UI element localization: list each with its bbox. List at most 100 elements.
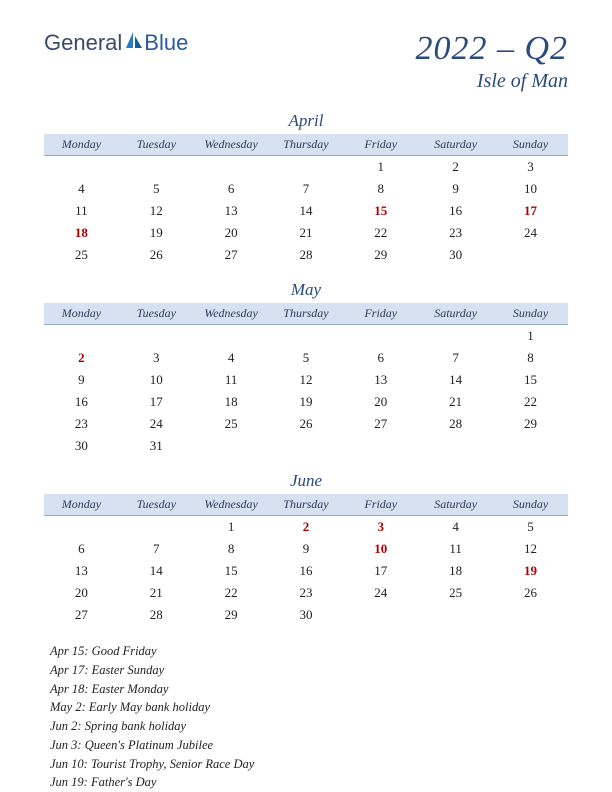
day-header: Saturday: [418, 494, 493, 516]
calendar-cell: 24: [119, 413, 194, 435]
calendar-cell: 29: [493, 413, 568, 435]
calendar-cell: 4: [194, 347, 269, 369]
calendar-cell: 26: [269, 413, 344, 435]
calendar-row: 123: [44, 156, 568, 179]
calendar-cell: 3: [343, 516, 418, 539]
day-header: Monday: [44, 134, 119, 156]
calendar-cell: 29: [194, 604, 269, 626]
calendar-cell: 31: [119, 435, 194, 457]
calendar-cell: 17: [493, 200, 568, 222]
calendar-cell: 2: [269, 516, 344, 539]
calendar-cell: 8: [343, 178, 418, 200]
calendar-cell: 27: [44, 604, 119, 626]
header: General Blue 2022 – Q2 Isle of Man: [44, 30, 568, 93]
calendar-cell: 1: [343, 156, 418, 179]
calendar-cell: 29: [343, 244, 418, 266]
calendar-cell: [493, 435, 568, 457]
calendar-cell: [194, 325, 269, 348]
calendar-cell: 19: [119, 222, 194, 244]
calendar-cell: 28: [418, 413, 493, 435]
month-block: AprilMondayTuesdayWednesdayThursdayFrida…: [44, 111, 568, 266]
logo-sails-icon: [124, 30, 144, 56]
calendar-cell: [44, 516, 119, 539]
calendar-cell: [119, 325, 194, 348]
day-header: Tuesday: [119, 494, 194, 516]
calendar-cell: 16: [269, 560, 344, 582]
calendar-cell: 9: [418, 178, 493, 200]
calendar-cell: 19: [269, 391, 344, 413]
calendar-cell: 5: [119, 178, 194, 200]
calendar-row: 27282930: [44, 604, 568, 626]
day-header: Thursday: [269, 303, 344, 325]
calendar-cell: 8: [194, 538, 269, 560]
calendar-cell: [493, 244, 568, 266]
calendar-cell: 25: [418, 582, 493, 604]
calendar-cell: [269, 156, 344, 179]
day-header: Saturday: [418, 134, 493, 156]
calendar-cell: [44, 325, 119, 348]
calendar-row: 16171819202122: [44, 391, 568, 413]
calendar-row: 20212223242526: [44, 582, 568, 604]
day-header: Sunday: [493, 134, 568, 156]
day-header: Friday: [343, 303, 418, 325]
holiday-entry: Apr 15: Good Friday: [50, 642, 568, 661]
logo-text-1: General: [44, 30, 122, 56]
calendar-cell: 16: [44, 391, 119, 413]
calendar-cell: 28: [269, 244, 344, 266]
calendar-cell: 13: [44, 560, 119, 582]
calendar-cell: 23: [269, 582, 344, 604]
calendar-cell: 3: [119, 347, 194, 369]
calendar-cell: 17: [343, 560, 418, 582]
calendar-cell: 22: [194, 582, 269, 604]
holiday-entry: Apr 17: Easter Sunday: [50, 661, 568, 680]
calendar-cell: 21: [119, 582, 194, 604]
calendar-cell: 1: [194, 516, 269, 539]
calendar-cell: 18: [418, 560, 493, 582]
calendar-cell: 11: [194, 369, 269, 391]
calendar-cell: 2: [418, 156, 493, 179]
calendar-cell: 12: [269, 369, 344, 391]
calendar-cell: 27: [194, 244, 269, 266]
calendar-cell: 15: [194, 560, 269, 582]
calendar-row: 9101112131415: [44, 369, 568, 391]
calendar-cell: 23: [44, 413, 119, 435]
calendar-row: 3031: [44, 435, 568, 457]
calendar-cell: 3: [493, 156, 568, 179]
calendar-cell: 13: [194, 200, 269, 222]
calendar-cell: [119, 516, 194, 539]
calendar-cell: 25: [44, 244, 119, 266]
calendar-cell: 20: [194, 222, 269, 244]
calendar-cell: 2: [44, 347, 119, 369]
calendar-cell: [418, 435, 493, 457]
calendar-cell: 16: [418, 200, 493, 222]
month-name: June: [44, 471, 568, 491]
calendar-cell: 18: [194, 391, 269, 413]
calendar-cell: 13: [343, 369, 418, 391]
calendar-cell: 20: [44, 582, 119, 604]
day-header: Monday: [44, 303, 119, 325]
calendar-row: 2345678: [44, 347, 568, 369]
calendar-cell: 8: [493, 347, 568, 369]
page-subtitle: Isle of Man: [415, 70, 568, 93]
calendar-cell: 1: [493, 325, 568, 348]
calendar-cell: 17: [119, 391, 194, 413]
calendar-cell: [418, 325, 493, 348]
calendar-cell: [343, 325, 418, 348]
calendar-cell: 6: [343, 347, 418, 369]
calendar-cell: 27: [343, 413, 418, 435]
holiday-entry: Jun 10: Tourist Trophy, Senior Race Day: [50, 755, 568, 774]
calendar-cell: 24: [493, 222, 568, 244]
calendar-cell: [194, 156, 269, 179]
calendar-cell: 30: [269, 604, 344, 626]
calendar-cell: 15: [343, 200, 418, 222]
calendar-cell: 6: [44, 538, 119, 560]
calendar-cell: [343, 604, 418, 626]
month-block: MayMondayTuesdayWednesdayThursdayFridayS…: [44, 280, 568, 457]
page-title: 2022 – Q2: [415, 30, 568, 68]
holiday-list: Apr 15: Good FridayApr 17: Easter Sunday…: [44, 642, 568, 792]
holiday-entry: Apr 18: Easter Monday: [50, 680, 568, 699]
calendar-cell: 26: [119, 244, 194, 266]
calendar-cell: 10: [119, 369, 194, 391]
calendar-cell: 26: [493, 582, 568, 604]
holiday-entry: Jun 3: Queen's Platinum Jubilee: [50, 736, 568, 755]
